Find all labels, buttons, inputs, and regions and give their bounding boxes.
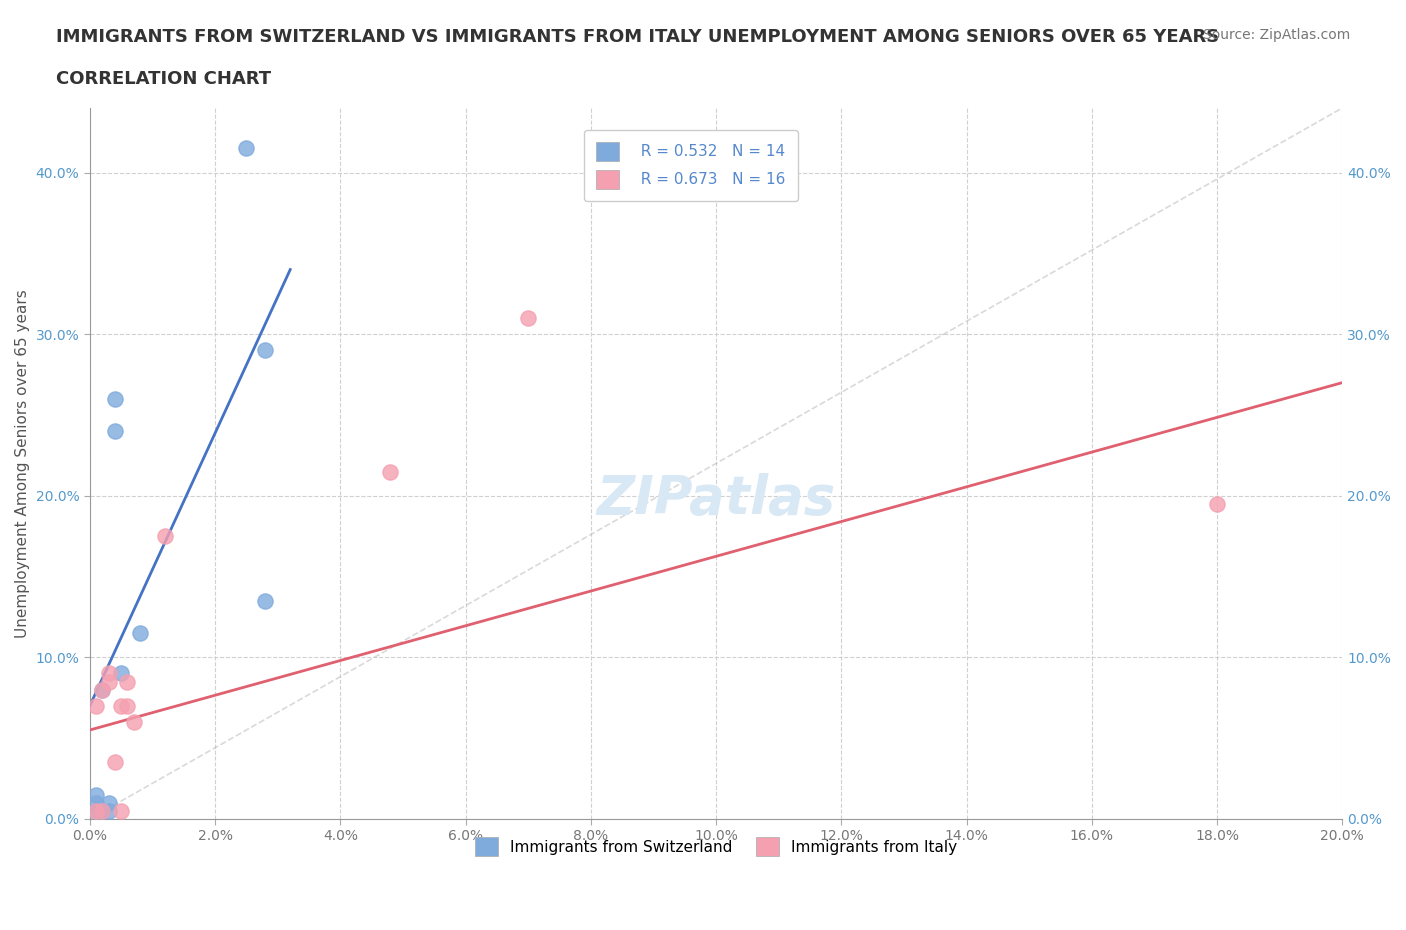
- Point: [91, 683, 114, 698]
- Text: Source: ZipAtlas.com: Source: ZipAtlas.com: [1202, 28, 1350, 42]
- Point: [91, 804, 114, 818]
- Y-axis label: Unemployment Among Seniors over 65 years: Unemployment Among Seniors over 65 years: [15, 289, 30, 638]
- Text: IMMIGRANTS FROM SWITZERLAND VS IMMIGRANTS FROM ITALY UNEMPLOYMENT AMONG SENIORS : IMMIGRANTS FROM SWITZERLAND VS IMMIGRANT…: [56, 28, 1219, 46]
- Point: [104, 392, 127, 406]
- Point: [110, 666, 132, 681]
- Point: [104, 424, 127, 439]
- Point: [97, 804, 120, 818]
- Text: CORRELATION CHART: CORRELATION CHART: [56, 70, 271, 87]
- Point: [254, 593, 277, 608]
- Point: [84, 804, 107, 818]
- Point: [254, 343, 277, 358]
- Point: [84, 698, 107, 713]
- Point: [117, 674, 139, 689]
- Point: [235, 141, 257, 156]
- Point: [129, 626, 152, 641]
- Point: [110, 804, 132, 818]
- Point: [517, 311, 540, 325]
- Point: [84, 804, 107, 818]
- Point: [1206, 497, 1229, 512]
- Point: [380, 464, 402, 479]
- Point: [117, 698, 139, 713]
- Point: [104, 755, 127, 770]
- Point: [97, 674, 120, 689]
- Point: [110, 698, 132, 713]
- Point: [122, 714, 145, 729]
- Point: [91, 804, 114, 818]
- Point: [84, 787, 107, 802]
- Point: [91, 683, 114, 698]
- Point: [84, 795, 107, 810]
- Point: [153, 528, 176, 543]
- Point: [97, 666, 120, 681]
- Legend: Immigrants from Switzerland, Immigrants from Italy: Immigrants from Switzerland, Immigrants …: [463, 825, 969, 868]
- Point: [97, 795, 120, 810]
- Text: ZIPatlas: ZIPatlas: [596, 473, 835, 525]
